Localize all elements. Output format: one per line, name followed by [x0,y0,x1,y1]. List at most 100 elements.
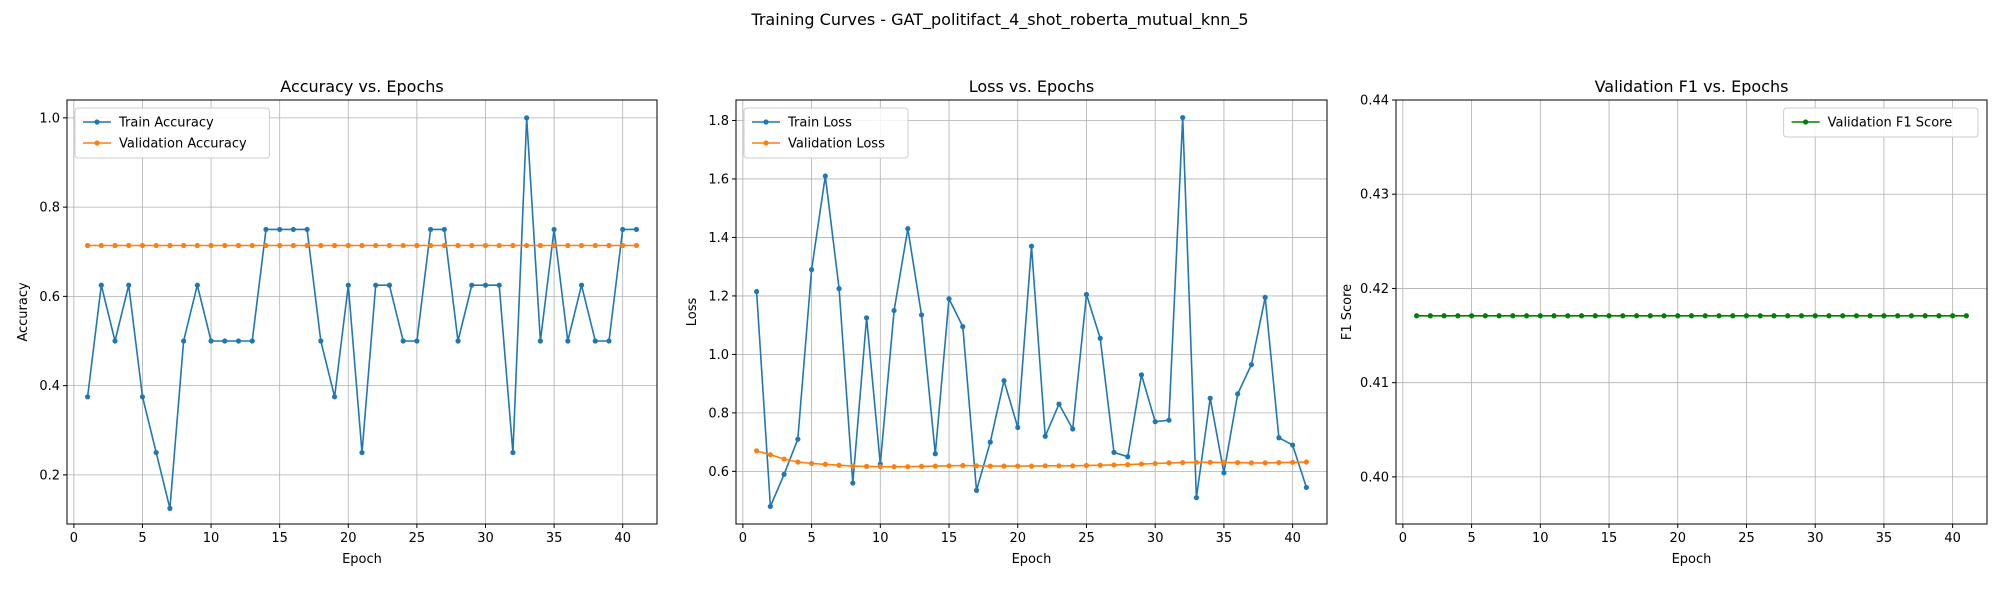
data-point [1042,463,1048,469]
data-point [1180,114,1186,121]
data-point [1042,433,1048,439]
y-tick-label: 1.6 [708,172,729,187]
x-tick-label: 30 [1147,531,1164,546]
data-point [249,338,255,344]
x-tick-label: 30 [1807,531,1824,546]
data-point [620,226,626,233]
data-point [1895,313,1901,319]
data-point [1111,449,1117,455]
chart-title: Loss vs. Epochs [969,77,1094,96]
data-point [153,449,159,456]
data-point [606,242,612,249]
data-point [836,286,842,292]
x-tick-label: 30 [477,531,494,546]
data-point [987,439,993,445]
data-point [1138,372,1145,378]
data-point [633,226,640,233]
figure-title: Training Curves - GAT_politifact_4_shot_… [751,10,1249,29]
data-point [1097,335,1103,341]
x-tick-label: 40 [614,531,631,546]
data-point [208,338,214,344]
data-point [1771,313,1777,319]
data-point [1001,463,1007,469]
data-point [565,338,571,344]
data-point [1647,313,1653,319]
data-point [1427,313,1433,319]
data-point [469,282,475,288]
data-point [1963,313,1969,319]
data-point [808,267,815,273]
data-point [277,242,283,249]
data-point [754,288,760,295]
data-point [222,242,228,249]
chart-title: Accuracy vs. Epochs [280,77,443,96]
legend-label: Validation Accuracy [119,137,247,152]
data-point [1028,243,1035,249]
data-point [139,394,146,400]
data-point [1111,462,1117,468]
data-point [1152,460,1158,467]
data-point [1166,417,1172,423]
data-point [918,463,925,469]
data-point [891,464,897,470]
data-point [551,226,557,233]
data-point [932,463,938,469]
data-point [510,242,516,249]
data-point [795,459,801,465]
y-tick-label: 0.40 [1360,470,1389,485]
x-tick-label: 35 [546,531,563,546]
x-tick-label: 40 [1284,531,1301,546]
data-point [1730,313,1736,319]
data-point [1785,313,1791,319]
legend-swatch-marker [94,140,100,146]
data-point [359,242,365,249]
data-point [304,242,310,249]
data-point [139,242,146,249]
data-point [318,338,324,344]
data-point [112,338,118,344]
data-point [84,242,91,249]
data-point [1661,313,1667,319]
data-point [767,452,773,458]
data-point [1125,454,1131,460]
data-point [482,282,489,288]
data-point [918,312,925,318]
data-point [1633,313,1640,319]
data-point [578,242,585,249]
x-tick-label: 5 [807,531,815,546]
data-point [1743,313,1750,319]
data-point [1551,313,1557,319]
data-point [1180,459,1186,466]
data-point [1262,460,1268,466]
data-point [400,242,406,249]
data-point [510,449,516,456]
data-point [455,338,461,344]
x-tick-label: 5 [138,531,146,546]
data-point [386,242,393,249]
y-tick-label: 1.8 [708,114,729,129]
x-axis-label: Epoch [1672,552,1712,567]
data-point [1152,419,1158,425]
data-point [537,338,543,344]
data-point [620,242,626,249]
data-point [1070,463,1076,469]
data-point [1056,401,1062,407]
data-point [126,242,132,249]
data-point [1028,463,1035,469]
data-point [167,505,173,511]
data-point [208,242,214,249]
data-point [304,226,310,233]
data-point [1276,435,1282,441]
data-point [331,394,338,400]
data-point [1675,313,1681,319]
data-point [235,338,242,344]
data-point [592,242,598,249]
data-point [1083,291,1090,298]
data-point [1840,313,1846,319]
x-axis-label: Epoch [342,552,382,567]
data-point [973,487,980,493]
data-point [524,115,530,121]
data-point [1303,459,1309,465]
data-point [318,242,324,249]
data-point [263,226,269,233]
